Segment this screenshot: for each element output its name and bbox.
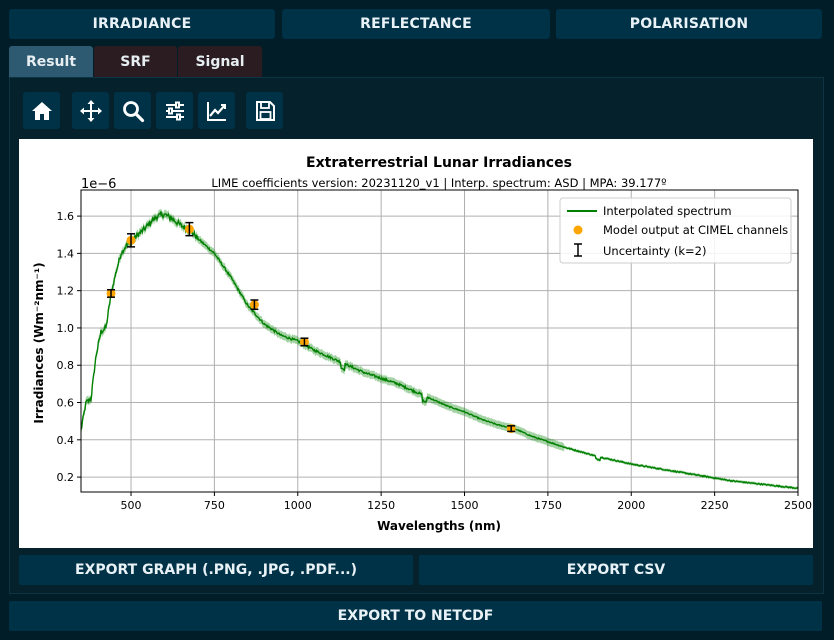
configure-subplots-icon (165, 101, 184, 120)
pan-icon (79, 99, 102, 122)
y-tick-label: 1.4 (57, 247, 75, 260)
legend-item-uncertainty: Uncertainty (k=2) (603, 244, 706, 258)
save-button[interactable] (246, 92, 283, 129)
irradiance-button[interactable]: IRRADIANCE (9, 9, 275, 39)
export-netcdf-button[interactable]: EXPORT TO NETCDF (9, 601, 822, 631)
x-tick-label: 750 (204, 499, 225, 512)
tab-signal[interactable]: Signal (178, 46, 262, 77)
x-tick-label: 1000 (284, 499, 312, 512)
spectrum-line (80, 210, 799, 490)
x-tick-label: 1250 (367, 499, 395, 512)
export-csv-button[interactable]: EXPORT CSV (419, 555, 813, 585)
y-tick-label: 0.2 (57, 471, 75, 484)
tab-result[interactable]: Result (9, 46, 93, 77)
export-graph-button[interactable]: EXPORT GRAPH (.PNG, .JPG, .PDF...) (19, 555, 413, 585)
reflectance-button[interactable]: REFLECTANCE (282, 9, 550, 39)
x-tick-label: 1750 (534, 499, 562, 512)
y-tick-label: 0.6 (57, 397, 75, 410)
zoom-button[interactable] (114, 92, 151, 129)
pan-button[interactable] (72, 92, 109, 129)
legend-item-model-output: Model output at CIMEL channels (603, 223, 788, 237)
edit-axis-icon (206, 101, 226, 121)
save-icon (255, 100, 275, 121)
x-tick-label: 500 (121, 499, 142, 512)
edit-axis-button[interactable] (198, 92, 235, 129)
irradiance-chart: Extraterrestrial Lunar Irradiances LIME … (32, 155, 812, 533)
legend-marker-swatch (573, 225, 583, 235)
x-tick-label: 2000 (617, 499, 645, 512)
x-tick-label: 2250 (701, 499, 729, 512)
zoom-icon (122, 100, 144, 122)
tab-srf[interactable]: SRF (94, 46, 177, 77)
home-icon (31, 101, 52, 120)
x-axis-label: Wavelengths (nm) (377, 519, 501, 533)
chart-title: Extraterrestrial Lunar Irradiances (306, 155, 572, 171)
legend: Interpolated spectrum Model output at CI… (559, 197, 792, 264)
legend-item-spectrum: Interpolated spectrum (603, 204, 732, 218)
home-button[interactable] (23, 92, 60, 129)
x-tick-label: 1500 (451, 499, 479, 512)
y-tick-label: 1.0 (57, 322, 75, 335)
x-tick-label: 2500 (784, 499, 812, 512)
chart-subtitle: LIME coefficients version: 20231120_v1 |… (211, 176, 666, 190)
polarisation-button[interactable]: POLARISATION (556, 9, 822, 39)
y-tick-label: 0.8 (57, 359, 75, 372)
configure-subplots-button[interactable] (156, 92, 193, 129)
y-axis-label: Irradiances (Wm⁻²nm⁻¹) (32, 262, 46, 423)
legend-errorbar-swatch (574, 243, 582, 257)
y-offset-label: 1e−6 (81, 177, 116, 192)
plot-area-frame (80, 189, 799, 493)
y-tick-label: 0.4 (57, 434, 75, 447)
y-tick-label: 1.2 (57, 285, 75, 298)
plot-canvas[interactable]: Extraterrestrial Lunar Irradiances LIME … (19, 139, 813, 548)
y-tick-label: 1.6 (57, 210, 75, 223)
